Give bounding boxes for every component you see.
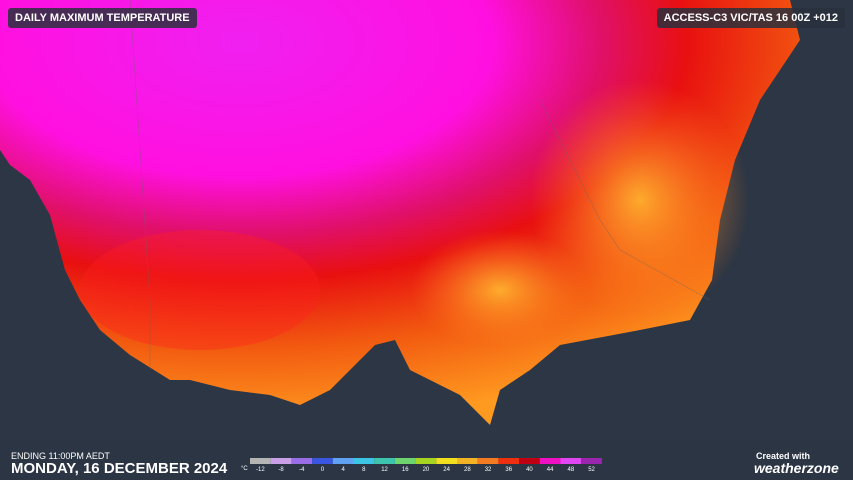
model-run: ACCESS-C3 VIC/TAS 16 00Z +012 <box>656 8 845 28</box>
warm-zone <box>410 230 590 350</box>
legend-label: 16 <box>402 467 409 473</box>
brand-created: Created with <box>756 451 811 461</box>
legend-swatch <box>291 458 313 464</box>
legend-swatch <box>374 458 395 464</box>
legend-label: 44 <box>547 467 554 473</box>
legend-label: 12 <box>381 467 388 473</box>
legend-label: 24 <box>443 467 450 473</box>
warm-zone <box>530 80 750 320</box>
legend-swatch <box>477 458 499 464</box>
legend-label: -8 <box>278 467 284 473</box>
legend-unit: °C <box>241 466 248 472</box>
border <box>539 99 711 301</box>
legend-swatch <box>394 458 416 464</box>
legend-label: 40 <box>526 467 533 473</box>
legend-swatch <box>415 458 437 464</box>
legend-label: 0 <box>321 467 325 473</box>
legend-label: 36 <box>505 467 512 473</box>
legend-swatch <box>312 458 333 464</box>
legend-label: 52 <box>588 467 595 473</box>
legend-swatch <box>270 458 292 464</box>
legend-label: 4 <box>341 467 345 473</box>
ending-time: ENDING 11:00PM AEDT <box>11 451 110 461</box>
legend-swatch <box>581 458 602 464</box>
legend-label: -12 <box>256 467 265 473</box>
border <box>129 0 151 370</box>
legend-label: 28 <box>464 467 471 473</box>
legend-label: -4 <box>299 467 305 473</box>
legend-swatch <box>560 458 582 464</box>
legend-swatch <box>539 458 561 464</box>
legend-label: 20 <box>423 467 430 473</box>
legend-label: 8 <box>362 467 366 473</box>
legend-swatch <box>457 458 478 464</box>
legend-swatch <box>250 458 271 464</box>
legend-label: 48 <box>568 467 575 473</box>
legend-label: 32 <box>485 467 492 473</box>
legend-swatch <box>332 458 354 464</box>
warm-zone <box>80 230 320 350</box>
date: MONDAY, 16 DECEMBER 2024 <box>11 460 228 477</box>
title: DAILY MAXIMUM TEMPERATURE <box>8 8 197 28</box>
legend-swatch <box>436 458 457 464</box>
legend: °C -12 -8 -4 0 4 8 12 16 20 24 28 32 36 40 44 48 52 <box>241 458 602 473</box>
legend-swatch <box>498 458 520 464</box>
brand-name: weatherzone <box>754 460 839 476</box>
legend-swatch <box>353 458 375 464</box>
legend-swatch <box>519 458 540 464</box>
